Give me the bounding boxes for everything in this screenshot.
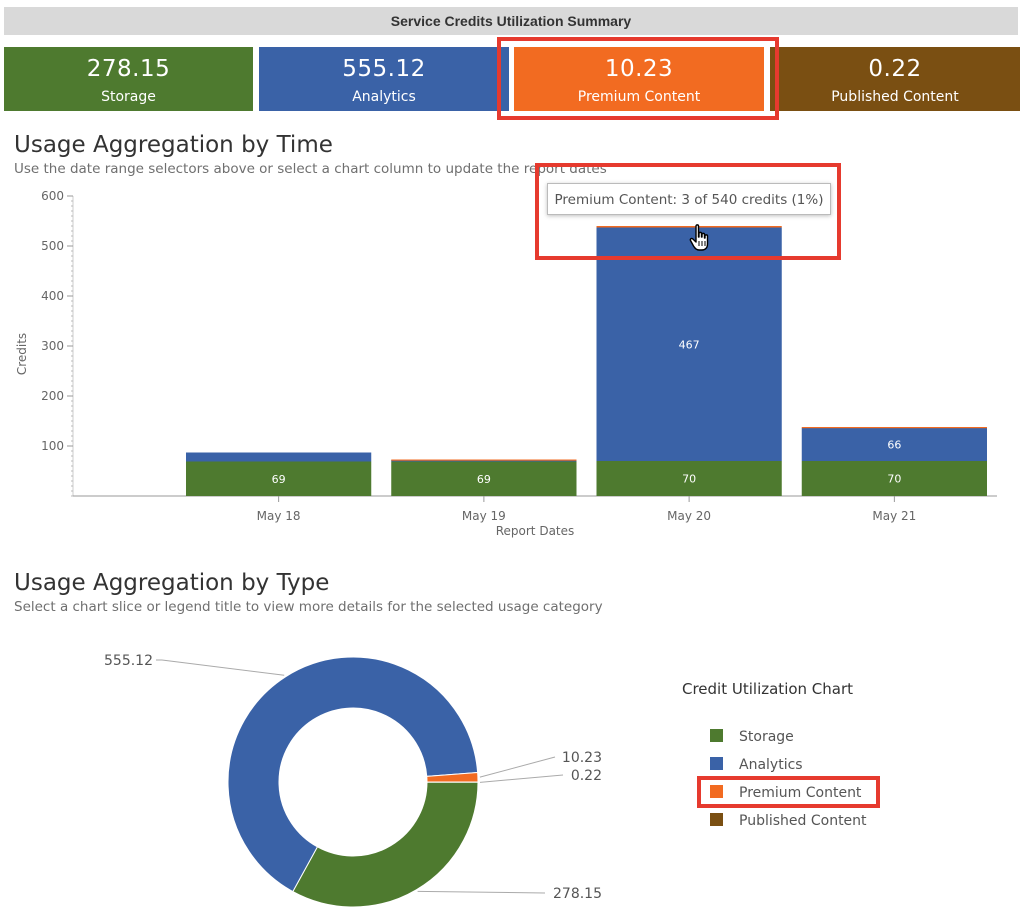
x-tick-label: May 19: [462, 509, 506, 523]
legend-title: Credit Utilization Chart: [682, 680, 854, 698]
legend-item-premium-content[interactable]: Premium Content: [710, 784, 861, 802]
bar-data-label: 69: [477, 473, 491, 486]
y-tick-label: 200: [41, 389, 64, 403]
stat-storage-value: 278.15: [86, 56, 171, 82]
stat-analytics[interactable]: 555.12 Analytics: [259, 47, 509, 111]
stat-storage-label: Storage: [101, 89, 156, 105]
legend-label-analytics: Analytics: [739, 757, 803, 773]
legend-item-storage[interactable]: Storage: [710, 728, 794, 746]
bar-analytics: [596, 227, 782, 461]
type-section-subtitle: Select a chart slice or legend title to …: [14, 599, 603, 615]
x-axis-label: Report Dates: [496, 524, 575, 538]
bar-analytics: [391, 460, 577, 462]
legend-swatch-analytics: [710, 757, 723, 770]
donut-leader-line: [479, 756, 556, 778]
stat-published-label: Published Content: [831, 89, 959, 105]
stat-analytics-value: 555.12: [342, 56, 426, 82]
x-tick-label: May 18: [257, 509, 301, 523]
donut-value-label: 278.15: [553, 886, 602, 902]
bar-data-label: 70: [887, 473, 901, 486]
donut-value-label: 10.23: [562, 750, 602, 766]
stat-premium-label: Premium Content: [577, 89, 701, 105]
legend-label-published: Published Content: [739, 813, 867, 829]
stat-published-value: 0.22: [868, 56, 922, 82]
stat-analytics-label: Analytics: [352, 89, 416, 105]
donut-leader-line: [417, 890, 546, 894]
stat-premium-value: 10.23: [604, 56, 674, 82]
bar-storage: [801, 461, 987, 496]
legend-label-premium: Premium Content: [739, 785, 862, 801]
legend-item-analytics[interactable]: Analytics: [710, 756, 803, 774]
legend-label-storage: Storage: [739, 729, 794, 745]
bar-data-label: 70: [682, 473, 696, 486]
bar-storage: [596, 461, 782, 496]
time-section-subtitle: Use the date range selectors above or se…: [14, 161, 607, 177]
bar-storage: [186, 461, 372, 496]
legend-swatch-published: [710, 813, 723, 826]
summary-header: Service Credits Utilization Summary: [4, 7, 1018, 35]
stat-storage[interactable]: 278.15 Storage: [4, 47, 253, 111]
y-tick-label: 400: [41, 289, 64, 303]
x-tick-label: May 21: [872, 509, 916, 523]
stat-premium-content[interactable]: 10.23 Premium Content: [514, 47, 764, 111]
y-tick-label: 600: [41, 189, 64, 203]
stat-published-content[interactable]: 0.22 Published Content: [770, 47, 1020, 111]
donut-slice-analytics: [227, 656, 479, 893]
bar-analytics: [801, 428, 987, 461]
time-section-title: Usage Aggregation by Time: [14, 132, 333, 158]
bar-storage: [391, 461, 577, 496]
donut-leader-line: [161, 659, 285, 676]
type-section-title: Usage Aggregation by Type: [14, 570, 330, 596]
bar-analytics: [186, 452, 372, 462]
bar-data-label: 467: [679, 338, 700, 351]
type-donut-chart[interactable]: 278.15 555.12 10.23 0.22: [0, 613, 1024, 913]
hand-cursor-icon: [689, 224, 709, 251]
legend-swatch-storage: [710, 729, 723, 742]
chart-tooltip: Premium Content: 3 of 540 credits (1%): [547, 183, 831, 215]
y-tick-label: 300: [41, 339, 64, 353]
bar-premium-content: [391, 459, 577, 461]
donut-slice-storage: [292, 781, 479, 908]
donut-slice-premium-content: [426, 771, 479, 783]
donut-value-label: 555.12: [104, 653, 153, 669]
bar-data-label: 66: [887, 439, 901, 452]
y-tick-label: 100: [41, 439, 64, 453]
legend-item-published-content[interactable]: Published Content: [710, 812, 867, 830]
x-tick-label: May 20: [667, 509, 711, 523]
donut-leader-line: [479, 774, 564, 783]
time-bar-chart[interactable]: 100 200 300 400 500 600 Credits 69 May 18 69 May 1…: [0, 180, 1024, 560]
bar-premium-content: [801, 427, 987, 429]
y-axis-label: Credits: [15, 333, 29, 375]
donut-value-label: 0.22: [571, 768, 602, 784]
y-tick-label: 500: [41, 239, 64, 253]
bar-premium-content: [596, 226, 782, 228]
legend-swatch-premium: [710, 785, 723, 798]
bar-data-label: 69: [272, 473, 286, 486]
